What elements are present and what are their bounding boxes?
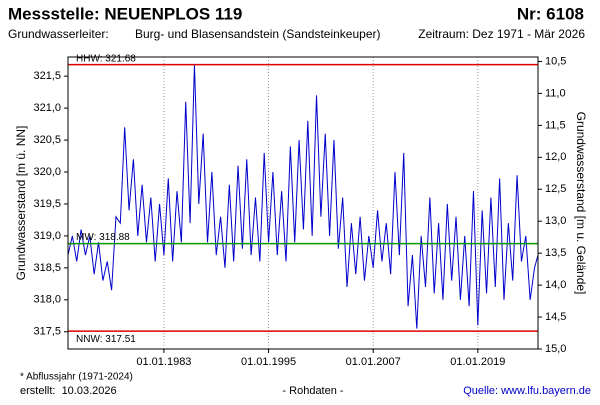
y-tick-label: 318,5 (33, 262, 61, 274)
y2-tick-label: 10,5 (545, 55, 566, 67)
period: Zeitraum: Dez 1971 - Mär 2026 (418, 27, 585, 41)
y-tick-label: 317,5 (33, 326, 61, 338)
aquifer: Burg- und Blasensandstein (Sandsteinkeup… (135, 27, 380, 41)
station-number: Nr: 6108 (517, 4, 584, 23)
reference-label: HHW: 321.68 (76, 53, 136, 64)
data-note: - Rohdaten - (282, 385, 343, 397)
reference-label: MW: 318.88 (76, 232, 130, 243)
y-tick-label: 319,5 (33, 198, 61, 210)
y2-tick-label: 13,0 (545, 215, 566, 227)
footnote: * Abflussjahr (1971-2024) (20, 372, 133, 383)
y2-tick-label: 14,0 (545, 279, 566, 291)
reference-label: NNW: 317.51 (76, 334, 136, 345)
y2-axis-label: Grundwasserstand [m u. Gelände] (574, 112, 588, 295)
aquifer-label: Grundwasserleiter: (8, 27, 109, 41)
x-tick-label: 01.01.2007 (346, 356, 401, 368)
x-tick-label: 01.01.1983 (136, 356, 191, 368)
y-tick-label: 319,0 (33, 230, 61, 242)
y-tick-label: 321,0 (33, 102, 61, 114)
y2-tick-label: 11,0 (545, 87, 566, 99)
y2-tick-label: 11,5 (545, 119, 566, 131)
plot-frame (67, 56, 539, 350)
y2-tick-label: 12,0 (545, 151, 566, 163)
y-tick-label: 320,5 (33, 134, 61, 146)
y-tick-label: 321,5 (33, 70, 61, 82)
y-axis-label: Grundwasserstand [m ü. NN] (14, 126, 28, 281)
y-tick-label: 320,0 (33, 166, 61, 178)
y2-tick-label: 15,0 (545, 343, 566, 355)
y2-tick-label: 14,5 (545, 311, 566, 323)
y2-tick-label: 12,5 (545, 183, 566, 195)
created-date: erstellt: 10.03.2026 (20, 385, 117, 397)
water-level-line (67, 64, 539, 329)
y2-tick-label: 13,5 (545, 247, 566, 259)
x-tick-label: 01.01.2019 (450, 356, 505, 368)
source[interactable]: Quelle: www.lfu.bayern.de (463, 385, 591, 397)
chart-title: Messstelle: NEUENPLOS 119 (8, 4, 242, 23)
x-tick-label: 01.01.1995 (241, 356, 296, 368)
y-tick-label: 318,0 (33, 294, 61, 306)
